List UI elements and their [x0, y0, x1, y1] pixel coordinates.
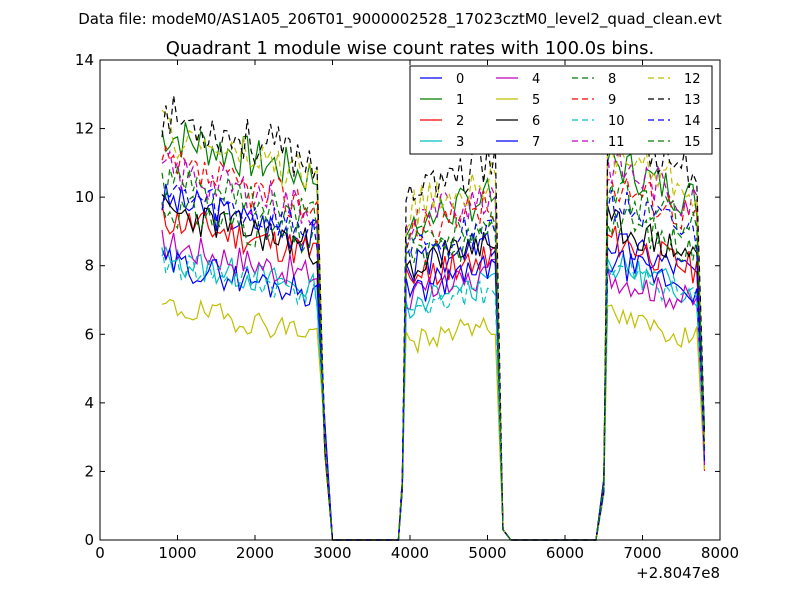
series-line-10	[161, 247, 706, 541]
legend-label-12: 12	[684, 72, 701, 87]
x-tick-label: 7000	[623, 544, 661, 562]
x-tick-label: 3000	[313, 544, 351, 562]
legend-box	[409, 65, 713, 155]
series-line-12	[161, 109, 706, 541]
y-tick-label: 2	[84, 462, 94, 480]
y-tick-label: 12	[75, 120, 94, 138]
series-line-9	[161, 144, 706, 541]
legend-label-7: 7	[532, 135, 540, 150]
series-line-8	[161, 195, 706, 541]
series-line-7	[161, 246, 706, 541]
x-offset-label: +2.8047e8	[636, 564, 720, 582]
x-tick-label: 0	[95, 544, 105, 562]
y-tick-label: 4	[84, 394, 94, 412]
legend-label-6: 6	[532, 114, 540, 129]
legend-label-14: 14	[684, 114, 701, 129]
y-tick-label: 8	[84, 257, 94, 275]
legend-label-1: 1	[456, 93, 464, 108]
y-tick-label: 10	[75, 188, 94, 206]
legend-label-5: 5	[532, 93, 540, 108]
legend-label-9: 9	[608, 93, 616, 108]
x-tick-label: 1000	[158, 544, 196, 562]
series-line-14	[161, 183, 706, 541]
legend-label-0: 0	[456, 72, 464, 87]
y-tick-label: 6	[84, 325, 94, 343]
legend-label-3: 3	[456, 135, 464, 150]
x-tick-label: 4000	[391, 544, 429, 562]
legend-label-2: 2	[456, 114, 464, 129]
x-tick-label: 5000	[468, 544, 506, 562]
series-line-13	[161, 95, 706, 541]
data-file-caption: Data file: modeM0/AS1A05_206T01_90000025…	[78, 10, 722, 29]
chart-title: Quadrant 1 module wise count rates with …	[166, 38, 655, 59]
legend-label-10: 10	[608, 114, 625, 129]
series-line-11	[161, 148, 706, 541]
legend-label-11: 11	[608, 135, 625, 150]
x-tick-label: 6000	[546, 544, 584, 562]
x-tick-label: 2000	[236, 544, 274, 562]
y-tick-label: 0	[84, 531, 94, 549]
series-line-1	[161, 122, 706, 541]
y-tick-label: 14	[75, 51, 94, 69]
series-layer	[161, 95, 706, 541]
series-line-5	[161, 298, 706, 541]
series-line-4	[161, 229, 706, 541]
x-tick-label: 8000	[701, 544, 739, 562]
legend-label-4: 4	[532, 72, 540, 87]
series-line-3	[161, 245, 706, 541]
legend-label-8: 8	[608, 72, 616, 87]
legend-label-15: 15	[684, 135, 701, 150]
legend-label-13: 13	[684, 93, 701, 108]
series-line-6	[161, 194, 706, 541]
series-line-15	[161, 165, 706, 541]
x-axis: 0 1000 2000 3000 4000 5000 6000 7000 8000	[95, 60, 739, 562]
